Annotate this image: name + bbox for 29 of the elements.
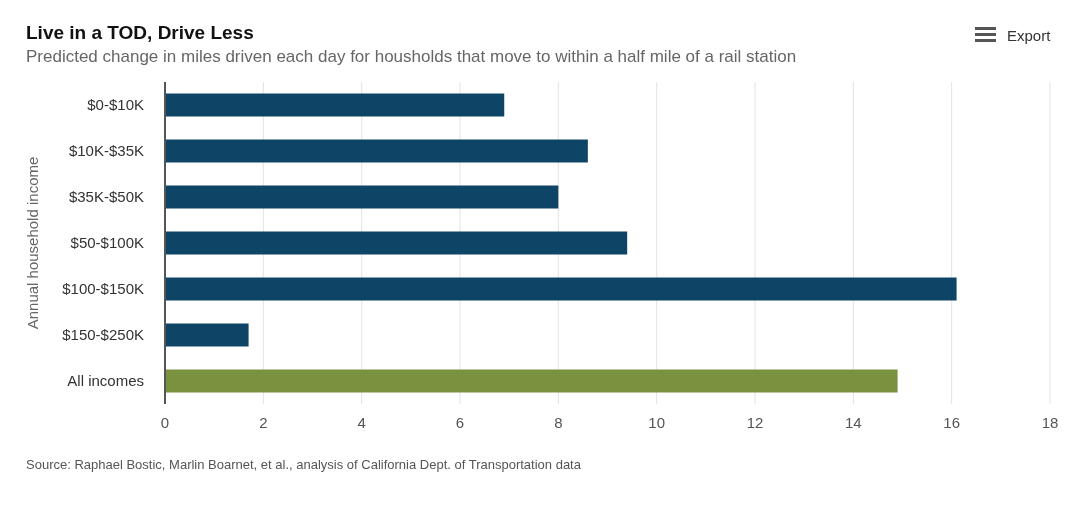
x-tick-label: 16 (943, 414, 961, 431)
y-tick-label: $150-$250K (62, 326, 144, 343)
x-tick-label: 12 (746, 414, 764, 431)
bar (165, 231, 628, 255)
source-note: Source: Raphael Bostic, Marlin Boarnet, et al., analysis of California Dept. of Transportation data (26, 457, 582, 472)
x-tick-label: 4 (357, 414, 366, 431)
y-tick-label: $50-$100K (70, 234, 144, 251)
x-tick-label: 10 (648, 414, 666, 431)
y-tick-label: All incomes (67, 372, 144, 389)
x-tick-label: 8 (554, 414, 563, 431)
bar (165, 93, 505, 117)
bar (165, 369, 898, 393)
y-tick-label: $35K-$50K (68, 188, 144, 205)
bar (165, 185, 559, 209)
y-tick-label: $100-$150K (62, 280, 144, 297)
bar (165, 323, 249, 347)
text: Export (1007, 27, 1052, 44)
x-tick-label: 0 (160, 414, 170, 431)
bar (165, 277, 957, 301)
x-tick-label: 18 (1041, 414, 1059, 431)
bar (165, 139, 588, 163)
x-tick-label: 14 (844, 414, 862, 431)
y-tick-label: $0-$10K (87, 96, 144, 113)
chart-subtitle: Predicted change in miles driven each day for housholds that move to within a half mile of a rail station (26, 47, 797, 66)
x-tick-label: 2 (259, 414, 268, 431)
x-tick-label: 6 (455, 414, 465, 431)
y-axis-title: Annual household income (24, 156, 41, 330)
chart-title: Live in a TOD, Drive Less (26, 22, 254, 43)
y-tick-label: $10K-$35K (68, 142, 144, 159)
